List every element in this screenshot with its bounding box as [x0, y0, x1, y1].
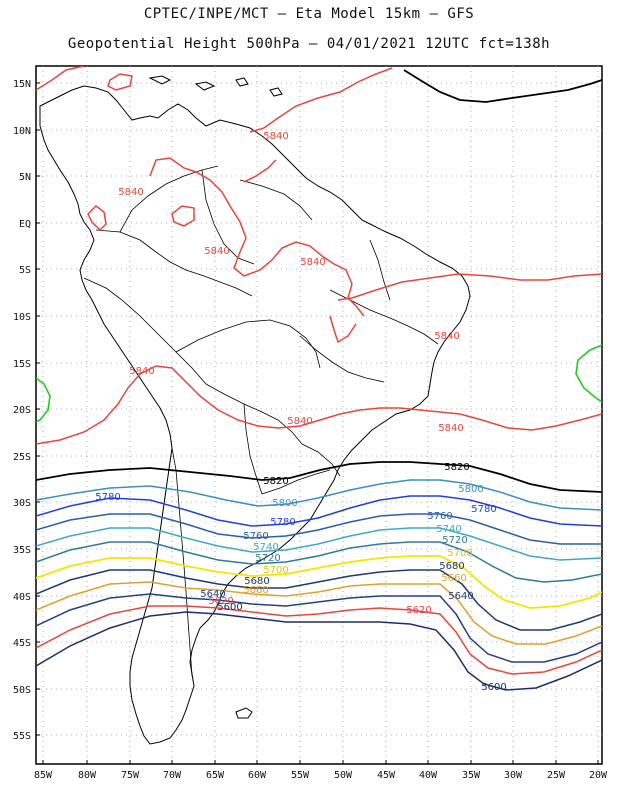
- lon-label-45w: 45W: [377, 770, 396, 781]
- lon-label-30w: 30W: [504, 770, 523, 781]
- contour-label: 5700: [447, 548, 472, 559]
- contour-label: 5620: [208, 596, 233, 607]
- lat-label-15n: 15N: [13, 79, 31, 90]
- contour-5620: [36, 605, 602, 675]
- contour-5840-north: [36, 66, 393, 183]
- falklands-island: [235, 707, 253, 719]
- lon-label-65w: 65W: [206, 770, 225, 781]
- high-contour-left: [36, 377, 51, 423]
- contour-5660: [36, 581, 602, 645]
- lat-label-35s: 35S: [13, 545, 31, 556]
- lon-label-50w: 50W: [334, 770, 353, 781]
- lat-label-5n: 5N: [19, 172, 31, 183]
- lat-label-30s: 30S: [13, 498, 31, 509]
- contour-label: 5720: [442, 535, 467, 546]
- lon-label-80w: 80W: [78, 770, 97, 781]
- contour-label: 5660: [243, 585, 268, 596]
- contour-5720: [36, 541, 602, 583]
- map-title: CPTEC/INPE/MCT – Eta Model 15km – GFS: [143, 6, 475, 22]
- contour-5840-south: [36, 365, 602, 445]
- contour-5680: [36, 569, 602, 631]
- contour-label: 5660: [441, 573, 466, 584]
- contour-label: 5780: [95, 492, 120, 503]
- lon-label-55w: 55W: [291, 770, 310, 781]
- contour-label: 5700: [263, 565, 288, 576]
- contour-5800: [36, 479, 602, 511]
- contour-label: 5800: [458, 484, 483, 495]
- contour-5840-amazon: [87, 157, 365, 317]
- contour-label: 5780: [270, 517, 295, 528]
- contour-label: 5760: [427, 511, 452, 522]
- contour-label: 5600: [481, 682, 506, 693]
- south-america-coastline: [39, 85, 471, 745]
- contour-5640: [36, 593, 602, 663]
- lat-label-eq: EQ: [19, 219, 31, 230]
- lat-label-10n: 10N: [13, 126, 31, 137]
- contour-label: 5840: [204, 246, 229, 257]
- contour-5600: [36, 611, 602, 691]
- contour-label: 5840: [129, 366, 154, 377]
- contour-label: 5680: [439, 561, 464, 572]
- map-subtitle: Geopotential Height 500hPa – 04/01/2021 …: [67, 36, 551, 52]
- lon-label-35w: 35W: [462, 770, 481, 781]
- lat-label-50s: 50S: [13, 685, 31, 696]
- contour-5840-mid: [329, 315, 357, 344]
- contour-5700: [36, 555, 602, 609]
- lat-label-10s: 10S: [13, 312, 31, 323]
- lon-label-75w: 75W: [121, 770, 140, 781]
- contour-label: 5640: [448, 591, 473, 602]
- contour-label: 5820: [444, 462, 469, 473]
- contour-label: 5840: [438, 423, 463, 434]
- lon-label-60w: 60W: [248, 770, 267, 781]
- contour-5740: [36, 527, 602, 561]
- map-frame: [35, 65, 603, 765]
- lon-label-70w: 70W: [163, 770, 182, 781]
- contour-label: 5760: [243, 531, 268, 542]
- axis-ticks: [36, 82, 599, 764]
- lon-label-25w: 25W: [547, 770, 566, 781]
- lat-label-5s: 5S: [19, 265, 31, 276]
- contour-label: 5820: [263, 476, 288, 487]
- contour-label: 5800: [272, 498, 297, 509]
- contour-label: 5840: [300, 257, 325, 268]
- lat-label-25s: 25S: [13, 452, 31, 463]
- lon-label-85w: 85W: [34, 770, 53, 781]
- contour-label: 5840: [287, 416, 312, 427]
- lat-label-55s: 55S: [13, 731, 31, 742]
- contour-label: 5600: [217, 602, 242, 613]
- contour-label: 5720: [255, 553, 280, 564]
- contour-5780: [36, 495, 602, 527]
- contour-label: 5780: [471, 504, 496, 515]
- contour-label: 5680: [244, 576, 269, 587]
- contour-5820-north: [403, 69, 602, 103]
- lon-label-20w: 20W: [589, 770, 608, 781]
- contour-5820: [36, 461, 602, 493]
- contour-5840-east: [337, 273, 602, 301]
- caribbean-islands: [148, 75, 283, 97]
- contour-label: 5840: [118, 187, 143, 198]
- lat-label-15s: 15S: [13, 359, 31, 370]
- contour-label: 5840: [263, 131, 288, 142]
- contour-label: 5740: [436, 524, 461, 535]
- lat-label-20s: 20S: [13, 405, 31, 416]
- lat-label-40s: 40S: [13, 592, 31, 603]
- contour-label: 5640: [200, 589, 225, 600]
- lat-label-45s: 45S: [13, 638, 31, 649]
- lon-label-40w: 40W: [419, 770, 438, 781]
- contour-label: 5740: [253, 542, 278, 553]
- high-contour-right: [575, 344, 602, 403]
- contour-label: 5620: [406, 605, 431, 616]
- contour-label: 5840: [434, 331, 459, 342]
- contour-5760: [36, 513, 602, 545]
